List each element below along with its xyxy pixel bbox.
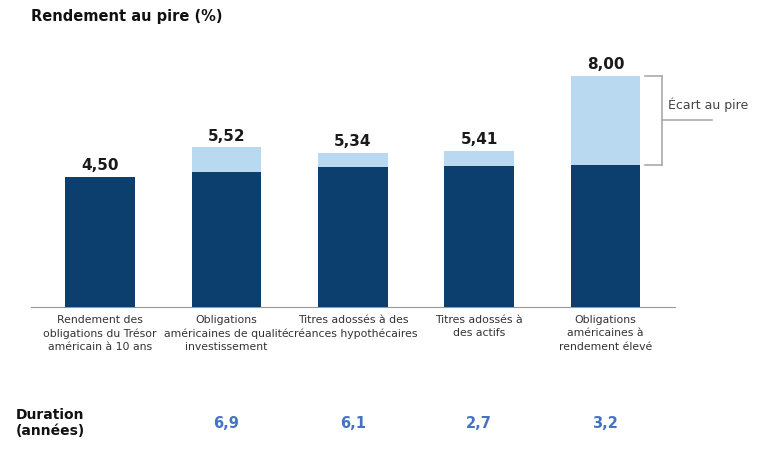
Bar — [444, 151, 514, 166]
Text: 5,41: 5,41 — [460, 132, 498, 147]
Text: 5,52: 5,52 — [208, 129, 245, 144]
Bar — [444, 166, 514, 307]
Bar — [192, 147, 262, 172]
Bar — [318, 153, 387, 167]
Text: 6,9: 6,9 — [213, 416, 239, 431]
Bar — [65, 177, 135, 307]
Text: 3,2: 3,2 — [593, 416, 618, 431]
Text: Rendement au pire (%): Rendement au pire (%) — [31, 9, 222, 25]
Bar — [571, 76, 640, 165]
Text: Duration
(années): Duration (années) — [15, 408, 84, 438]
Text: 4,50: 4,50 — [81, 158, 119, 173]
Bar — [571, 165, 640, 307]
Bar — [318, 167, 387, 307]
Text: Écart au pire: Écart au pire — [668, 97, 749, 112]
Text: 5,34: 5,34 — [334, 134, 371, 149]
Text: 6,1: 6,1 — [340, 416, 366, 431]
Bar — [192, 172, 262, 307]
Text: 8,00: 8,00 — [587, 57, 624, 72]
Text: 2,7: 2,7 — [466, 416, 492, 431]
